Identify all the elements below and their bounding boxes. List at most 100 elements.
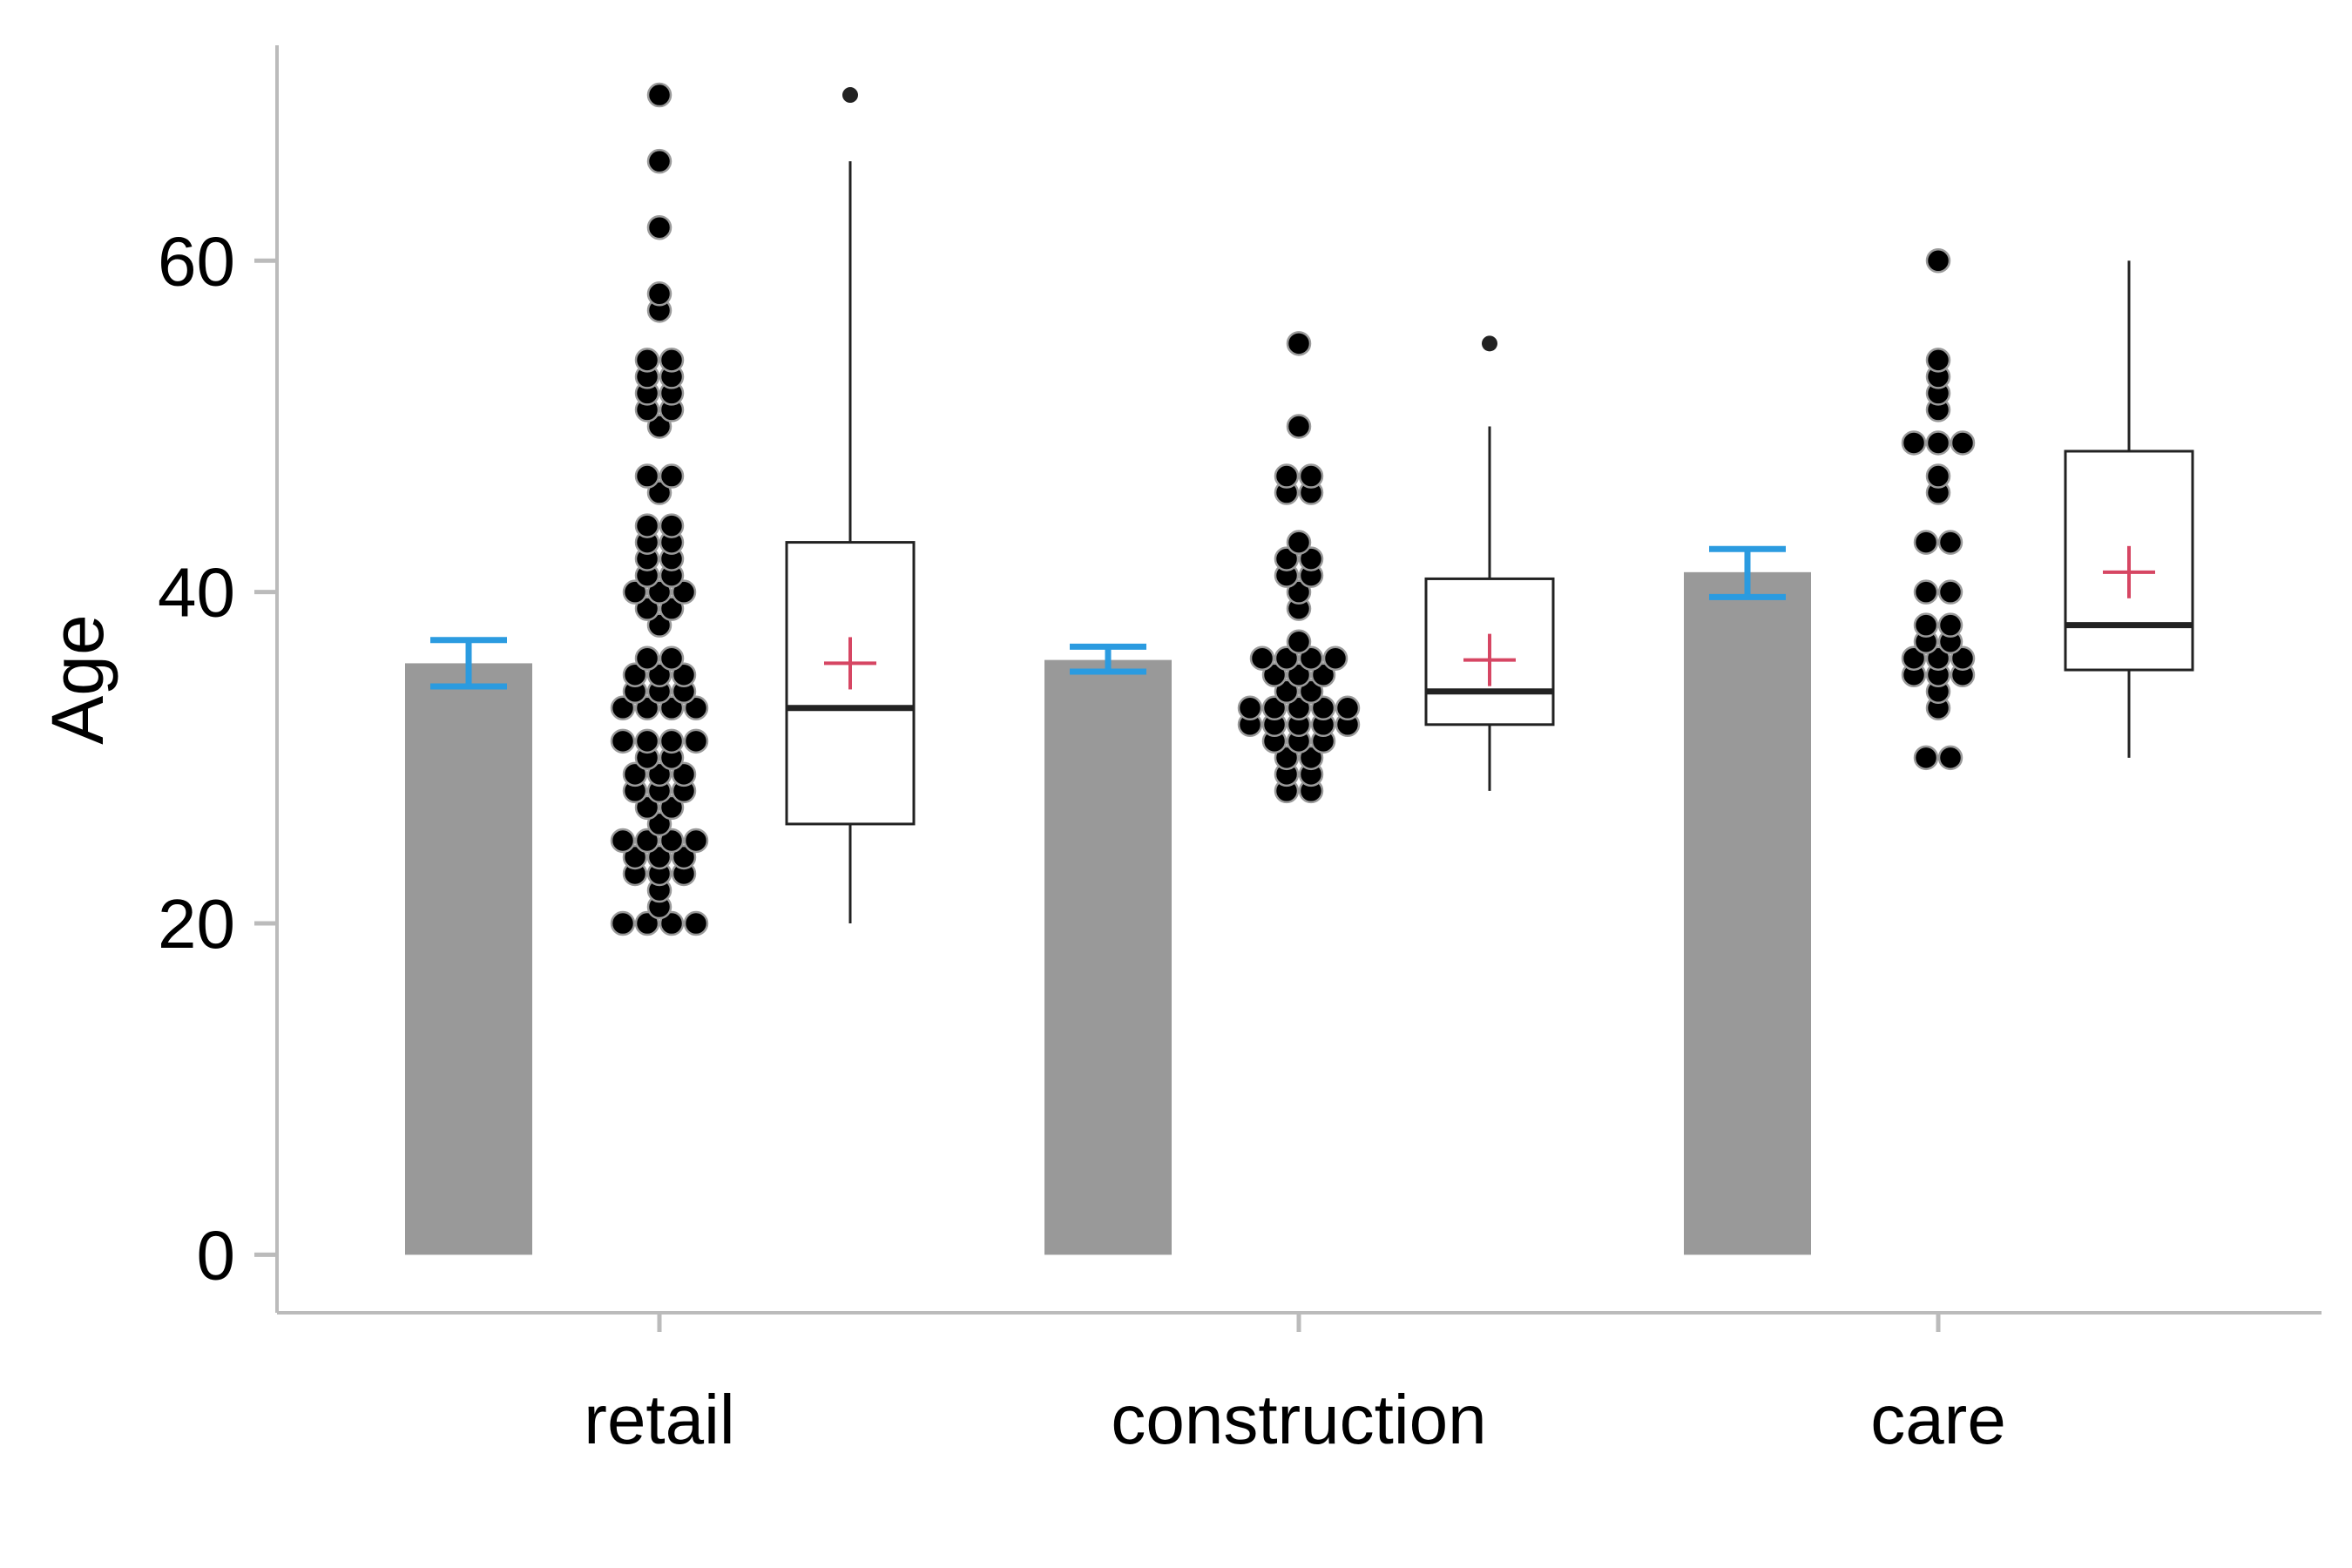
data-point bbox=[634, 910, 660, 936]
data-point bbox=[634, 645, 660, 671]
data-point bbox=[634, 695, 660, 721]
mean-bar bbox=[405, 663, 532, 1255]
data-point bbox=[671, 844, 697, 870]
data-point bbox=[646, 82, 672, 108]
data-point bbox=[1261, 695, 1288, 721]
axes: 0 20 40 60 retail construction care bbox=[158, 45, 2322, 1458]
y-tick-label: 40 bbox=[158, 554, 235, 632]
data-point bbox=[646, 281, 672, 307]
data-point bbox=[683, 728, 709, 754]
x-tick-label: care bbox=[1870, 1381, 2006, 1458]
data-point bbox=[659, 910, 685, 936]
data-point bbox=[646, 148, 672, 174]
data-point bbox=[1950, 645, 1976, 671]
data-point bbox=[671, 662, 697, 687]
data-point bbox=[622, 844, 648, 870]
data-point bbox=[610, 910, 636, 936]
x-tick-label: construction bbox=[1111, 1381, 1486, 1458]
data-point bbox=[659, 645, 685, 671]
data-point bbox=[1335, 695, 1361, 721]
data-point bbox=[646, 662, 672, 687]
data-point bbox=[1298, 745, 1324, 771]
data-point bbox=[646, 579, 672, 605]
data-point bbox=[1925, 430, 1951, 456]
data-point bbox=[1913, 530, 1939, 555]
data-point bbox=[683, 910, 709, 936]
y-axis-title: Age bbox=[37, 614, 118, 744]
data-point bbox=[671, 579, 697, 605]
data-point bbox=[1913, 745, 1939, 771]
data-point bbox=[683, 828, 709, 854]
data-point bbox=[1310, 695, 1336, 721]
data-point bbox=[1937, 579, 1963, 605]
data-point bbox=[1286, 629, 1312, 654]
data-point bbox=[1901, 430, 1927, 456]
data-point bbox=[1274, 679, 1300, 705]
data-point bbox=[1322, 645, 1348, 671]
data-point bbox=[659, 695, 685, 721]
data-point bbox=[1286, 331, 1312, 356]
data-point bbox=[1925, 348, 1951, 373]
data-point bbox=[659, 463, 685, 489]
data-point bbox=[1298, 645, 1324, 671]
data-point bbox=[622, 761, 648, 787]
data-point bbox=[671, 761, 697, 787]
data-point bbox=[646, 480, 672, 505]
data-point bbox=[634, 794, 660, 821]
data-point bbox=[1274, 463, 1300, 489]
data-point bbox=[1274, 745, 1300, 771]
data-point bbox=[1913, 579, 1939, 605]
data-point bbox=[1286, 530, 1312, 555]
data-point bbox=[659, 728, 685, 754]
box-outlier bbox=[842, 87, 858, 104]
data-point bbox=[1925, 463, 1951, 489]
data-point bbox=[646, 761, 672, 787]
data-point bbox=[1261, 662, 1288, 687]
data-point bbox=[1950, 430, 1976, 456]
data-point bbox=[646, 214, 672, 240]
data-point bbox=[646, 844, 672, 870]
data-point bbox=[646, 612, 672, 638]
data-point bbox=[622, 662, 648, 687]
data-point bbox=[634, 596, 660, 621]
data-point bbox=[683, 695, 709, 721]
data-point bbox=[1901, 645, 1927, 671]
mean-bar bbox=[1684, 571, 1811, 1255]
data-point bbox=[1310, 662, 1336, 687]
data-point bbox=[610, 828, 636, 854]
data-point bbox=[634, 463, 660, 489]
data-point bbox=[659, 794, 685, 821]
data-point bbox=[1937, 745, 1963, 771]
data-point bbox=[634, 348, 660, 373]
data-point bbox=[659, 513, 685, 538]
plot-area bbox=[405, 82, 2194, 1255]
y-tick-label: 20 bbox=[158, 885, 235, 963]
data-point bbox=[659, 828, 685, 854]
data-point bbox=[1937, 612, 1963, 638]
data-point bbox=[646, 414, 672, 439]
data-point bbox=[634, 828, 660, 854]
data-point bbox=[1937, 530, 1963, 555]
data-point bbox=[622, 579, 648, 605]
data-point bbox=[1913, 612, 1939, 638]
data-point bbox=[1286, 662, 1312, 687]
mean-bar bbox=[1044, 659, 1172, 1255]
data-point bbox=[634, 728, 660, 754]
data-point bbox=[1298, 546, 1324, 571]
data-point bbox=[1925, 248, 1951, 274]
data-point bbox=[1274, 645, 1300, 671]
data-point bbox=[1286, 414, 1312, 439]
data-point bbox=[659, 348, 685, 373]
data-point bbox=[1298, 679, 1324, 705]
data-point bbox=[1274, 546, 1300, 571]
data-point bbox=[1286, 695, 1312, 721]
data-point bbox=[610, 695, 636, 721]
data-point bbox=[646, 811, 672, 837]
data-point bbox=[1237, 695, 1263, 721]
data-point bbox=[1249, 645, 1275, 671]
data-point bbox=[634, 513, 660, 538]
data-point bbox=[1286, 579, 1312, 605]
data-point bbox=[1925, 645, 1951, 671]
data-point bbox=[659, 596, 685, 621]
